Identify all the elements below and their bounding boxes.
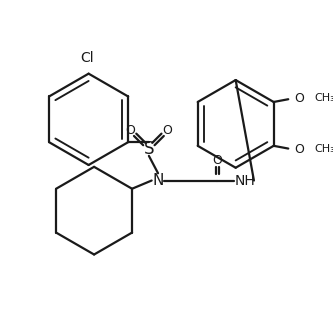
Text: Cl: Cl bbox=[80, 50, 94, 65]
Text: N: N bbox=[152, 173, 164, 188]
Text: O: O bbox=[212, 154, 222, 167]
Text: S: S bbox=[144, 140, 154, 157]
Text: CH₃: CH₃ bbox=[315, 145, 333, 154]
Text: O: O bbox=[162, 124, 172, 137]
Text: O: O bbox=[294, 92, 304, 105]
Text: O: O bbox=[294, 143, 304, 156]
Text: CH₃: CH₃ bbox=[315, 93, 333, 103]
Text: NH: NH bbox=[234, 174, 255, 187]
Text: O: O bbox=[126, 124, 136, 137]
